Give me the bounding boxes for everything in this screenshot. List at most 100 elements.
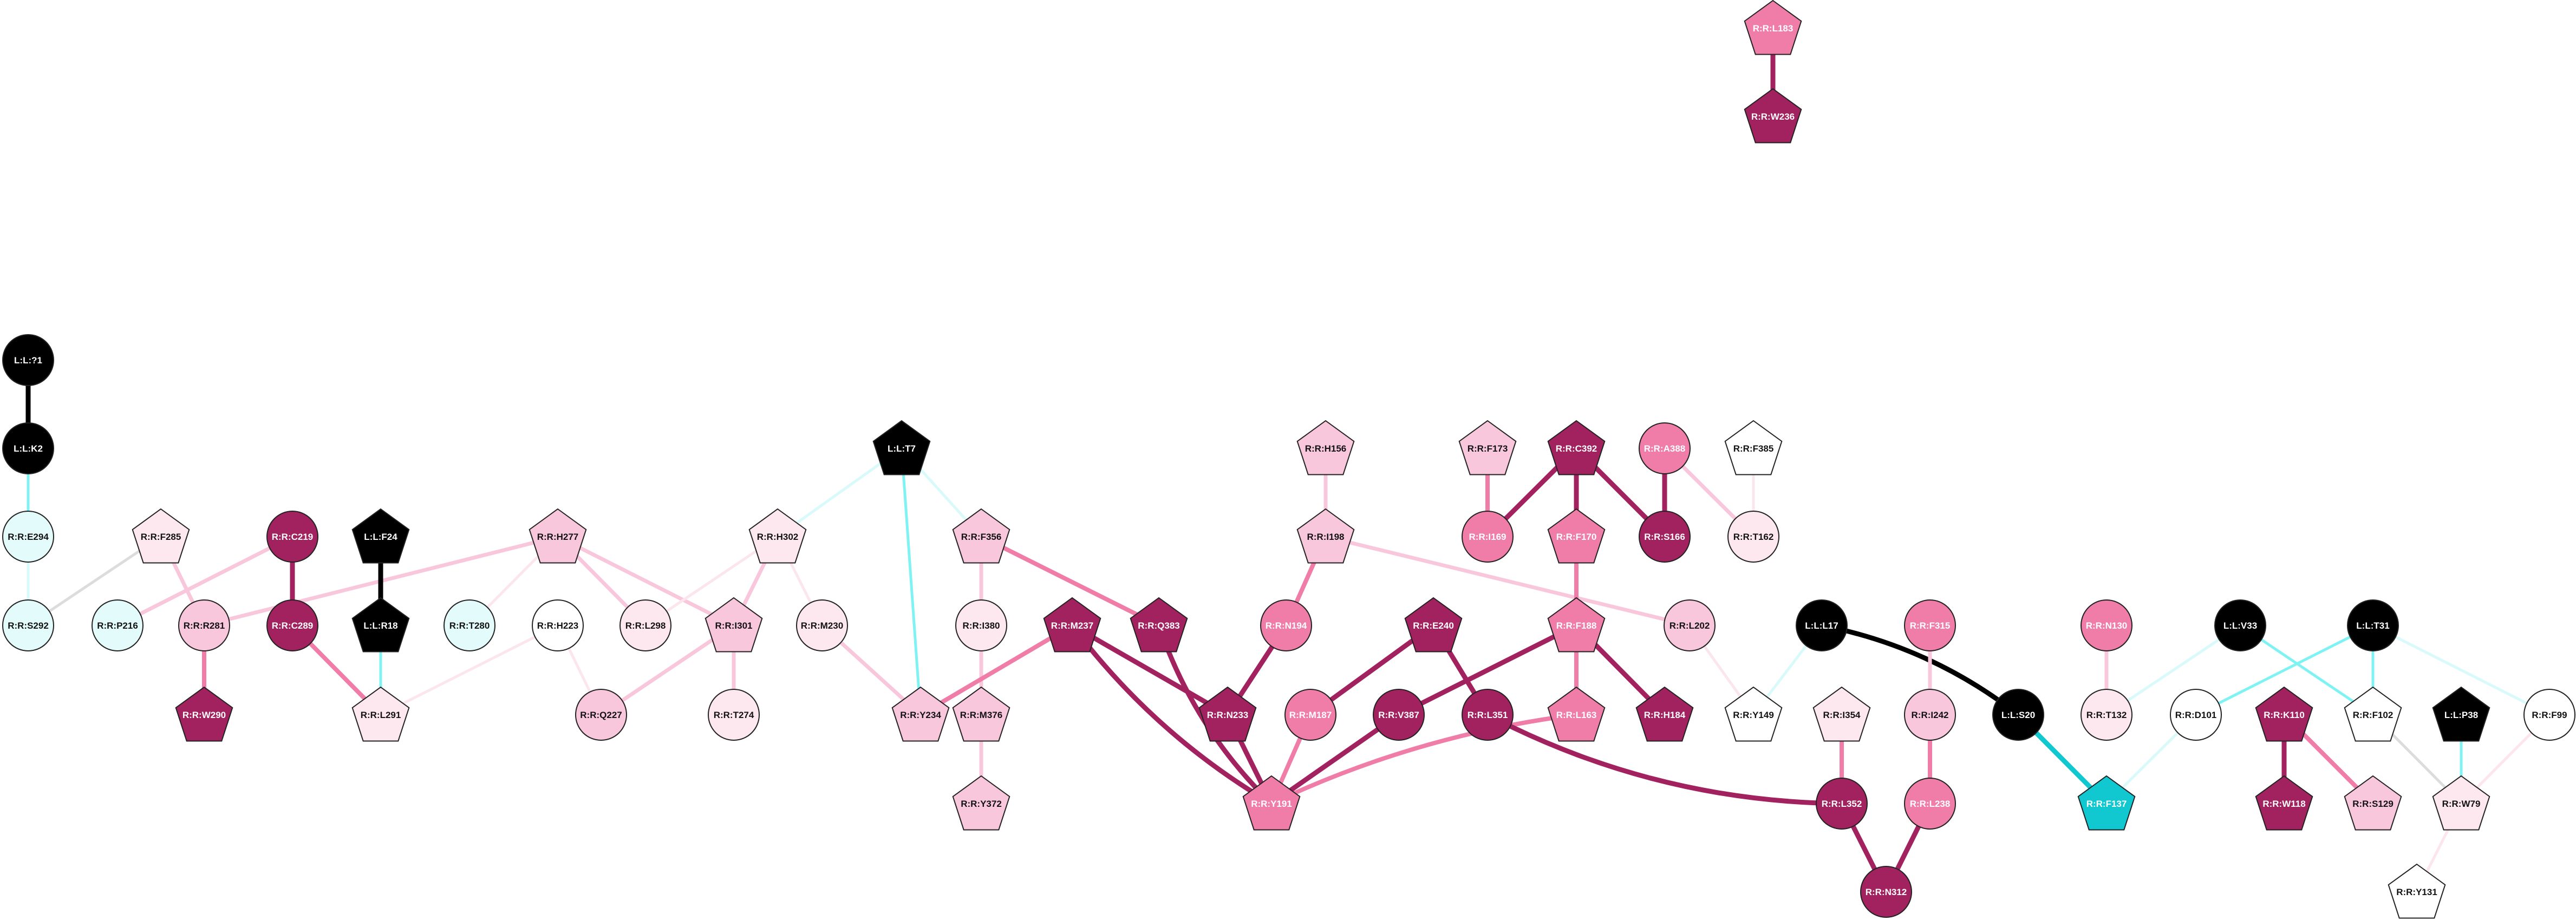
circle-shape xyxy=(1860,866,1912,918)
node-label: L:L:R18 xyxy=(363,621,397,631)
pentagon-shape xyxy=(891,686,950,742)
node-label: R:R:I301 xyxy=(715,621,753,631)
node-r-r-y149: R:R:Y149 xyxy=(1724,686,1783,742)
node-r-r-q227: R:R:Q227 xyxy=(575,689,627,741)
node-label: R:R:D101 xyxy=(2175,710,2217,720)
pentagon-shape xyxy=(748,508,807,564)
node-label: R:R:L291 xyxy=(361,710,401,720)
node-l-l-s20: L:L:S20 xyxy=(1992,689,2044,741)
node-label: R:R:H184 xyxy=(1644,710,1686,720)
pentagon-shape xyxy=(1724,686,1783,742)
node-r-r-f285: R:R:F285 xyxy=(132,508,190,564)
pentagon-shape xyxy=(2432,775,2490,831)
pentagon-shape xyxy=(2432,686,2490,742)
circle-shape xyxy=(2,334,54,386)
edge-l-l-t7-to-r-r-y234 xyxy=(900,447,922,716)
node-label: R:R:L351 xyxy=(1468,710,1508,720)
pentagon-shape xyxy=(952,686,1010,742)
edge-r-r-l163-to-r-r-y191 xyxy=(1269,713,1579,806)
node-r-r-f99: R:R:F99 xyxy=(2523,689,2575,741)
node-r-r-f137: R:R:F137 xyxy=(2077,775,2136,831)
node-r-r-y234: R:R:Y234 xyxy=(891,686,950,742)
pentagon-shape xyxy=(952,775,1010,831)
node-label: R:R:F170 xyxy=(1556,532,1597,542)
node-label: R:R:T274 xyxy=(714,710,754,720)
node-r-r-n194: R:R:N194 xyxy=(1260,599,1312,651)
pentagon-shape xyxy=(1547,420,1606,475)
node-r-r-h302: R:R:H302 xyxy=(748,508,807,564)
node-label: L:L:V33 xyxy=(2223,621,2257,631)
node-r-r-t280: R:R:T280 xyxy=(444,599,495,651)
node-r-r-s292: R:R:S292 xyxy=(2,599,54,651)
node-label: R:R:Q227 xyxy=(580,710,622,720)
edges-layer xyxy=(25,25,2551,895)
pentagon-shape xyxy=(132,508,190,564)
circle-shape xyxy=(955,599,1007,651)
node-label: R:R:L352 xyxy=(1822,799,1862,809)
node-label: R:R:W79 xyxy=(2442,799,2481,809)
node-label: L:L:S20 xyxy=(2001,710,2035,720)
circle-shape xyxy=(708,689,760,741)
circle-shape xyxy=(266,511,318,563)
node-r-r-p216: R:R:P216 xyxy=(92,599,144,651)
pentagon-shape xyxy=(351,686,410,742)
node-l-l-v33: L:L:V33 xyxy=(2214,599,2266,651)
node-label: R:R:F188 xyxy=(1556,621,1597,631)
edge-l-l-t31-to-r-r-d101 xyxy=(2194,624,2375,716)
edge-l-l-t31-to-r-r-f99 xyxy=(2371,624,2551,716)
node-r-r-f188: R:R:F188 xyxy=(1547,597,1606,653)
node-r-r-t162: R:R:T162 xyxy=(1727,511,1779,563)
node-label: R:R:Q383 xyxy=(1138,621,1179,631)
node-label: R:R:S292 xyxy=(8,621,49,631)
circle-shape xyxy=(178,599,230,651)
node-r-r-q383: R:R:Q383 xyxy=(1130,597,1188,653)
circle-shape xyxy=(1462,689,1514,741)
node-label: R:R:A388 xyxy=(1644,443,1686,454)
pentagon-shape xyxy=(1404,597,1463,653)
node-r-r-l298: R:R:L298 xyxy=(619,599,671,651)
circle-shape xyxy=(1727,511,1779,563)
node-label: R:R:V387 xyxy=(1378,710,1419,720)
circle-shape xyxy=(1816,778,1868,830)
circle-shape xyxy=(1796,599,1848,651)
pentagon-shape xyxy=(2344,775,2402,831)
node-r-r-i380: R:R:I380 xyxy=(955,599,1007,651)
node-label: R:R:N194 xyxy=(1266,621,1307,631)
circle-shape xyxy=(2081,599,2132,651)
node-r-r-c219: R:R:C219 xyxy=(266,511,318,563)
node-r-r-h277: R:R:H277 xyxy=(529,508,587,564)
node-l-l-t7: L:L:T7 xyxy=(872,420,931,475)
node-label: R:R:F285 xyxy=(141,532,181,542)
pentagon-shape xyxy=(1296,420,1355,475)
edge-r-r-m237-to-r-r-y191 xyxy=(1069,623,1274,806)
node-label: R:R:F385 xyxy=(1733,443,1774,454)
pentagon-shape xyxy=(351,597,410,653)
circle-shape xyxy=(1284,689,1336,741)
circle-shape xyxy=(1904,689,1956,741)
node-r-r-i301: R:R:I301 xyxy=(705,597,763,653)
node-label: R:R:M187 xyxy=(1289,710,1332,720)
circle-shape xyxy=(2,511,54,563)
edge-r-r-f356-to-r-r-q383 xyxy=(979,534,1161,628)
edge-r-r-h223-to-r-r-l291 xyxy=(379,624,559,716)
node-r-r-i169: R:R:I169 xyxy=(1462,511,1514,563)
pentagon-shape xyxy=(1130,597,1188,653)
circle-shape xyxy=(619,599,671,651)
node-label: R:R:K110 xyxy=(2264,710,2305,720)
circle-shape xyxy=(1639,511,1691,563)
node-r-r-l352: R:R:L352 xyxy=(1816,778,1868,830)
node-label: R:R:Y234 xyxy=(900,710,941,720)
node-label: R:R:C392 xyxy=(1556,443,1597,454)
node-r-r-l163: R:R:L163 xyxy=(1547,686,1606,742)
node-label: L:L:F24 xyxy=(364,532,397,542)
node-label: R:R:E240 xyxy=(1413,621,1454,631)
node-l-l-r18: L:L:R18 xyxy=(351,597,410,653)
node-label: R:R:H223 xyxy=(537,621,579,631)
pentagon-shape xyxy=(1547,597,1606,653)
node-r-r-v387: R:R:V387 xyxy=(1373,689,1425,741)
circle-shape xyxy=(2170,689,2222,741)
circle-shape xyxy=(2081,689,2132,741)
node-label: R:R:H277 xyxy=(537,532,579,542)
pentagon-shape xyxy=(2388,863,2446,919)
